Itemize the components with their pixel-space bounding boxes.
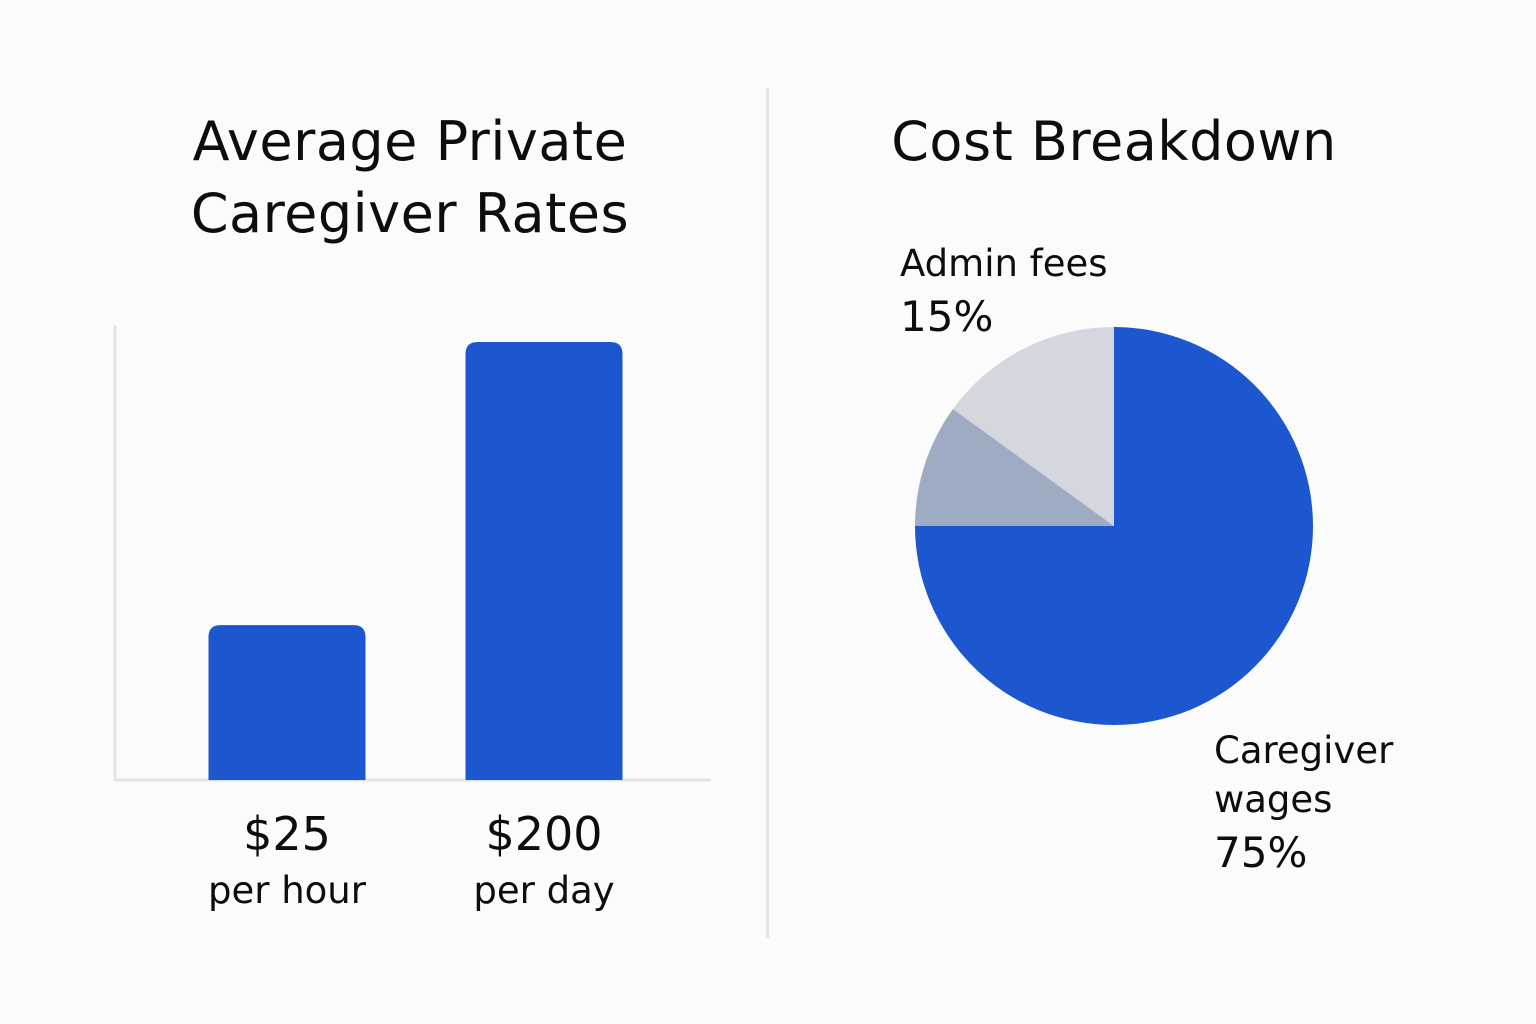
bar-chart: $25 per hour $200 per day xyxy=(113,325,711,912)
pie-chart-panel: Cost Breakdown Caregiver wages 75% Admin fe… xyxy=(768,0,1536,1024)
bar-chart-panel: Average Private Caregiver Rates $25 per h… xyxy=(0,0,766,1024)
pie-label-slice-3-line-1: Admin fees xyxy=(900,242,1108,285)
bar-category-label-2: per day xyxy=(473,869,614,912)
pie-label-slice-1-line-2: wages xyxy=(1214,778,1332,821)
pie-label-slice-1-line-1: Caregiver xyxy=(1214,729,1394,772)
pie-value-slice-3: 15% xyxy=(900,292,993,341)
bar-chart-title-line-1: Average Private xyxy=(192,110,628,173)
bar-2 xyxy=(465,342,623,780)
pie-chart: Caregiver wages 75% Admin fees 15% xyxy=(900,242,1394,877)
bar-chart-title-line-2: Caregiver Rates xyxy=(190,182,630,245)
bar-chart-title: Average Private Caregiver Rates xyxy=(60,106,760,250)
pie-value-slice-1: 75% xyxy=(1214,828,1307,877)
pie-chart-title: Cost Breakdown xyxy=(891,110,1337,173)
panel-divider xyxy=(766,88,769,938)
bar-category-label-1: per hour xyxy=(208,869,367,912)
bar-value-label-2: $200 xyxy=(485,807,602,861)
pie-slice-3 xyxy=(953,327,1114,526)
pie-slice-2 xyxy=(915,409,1114,526)
bar-value-label-1: $25 xyxy=(243,807,331,861)
bar-1 xyxy=(208,625,366,780)
